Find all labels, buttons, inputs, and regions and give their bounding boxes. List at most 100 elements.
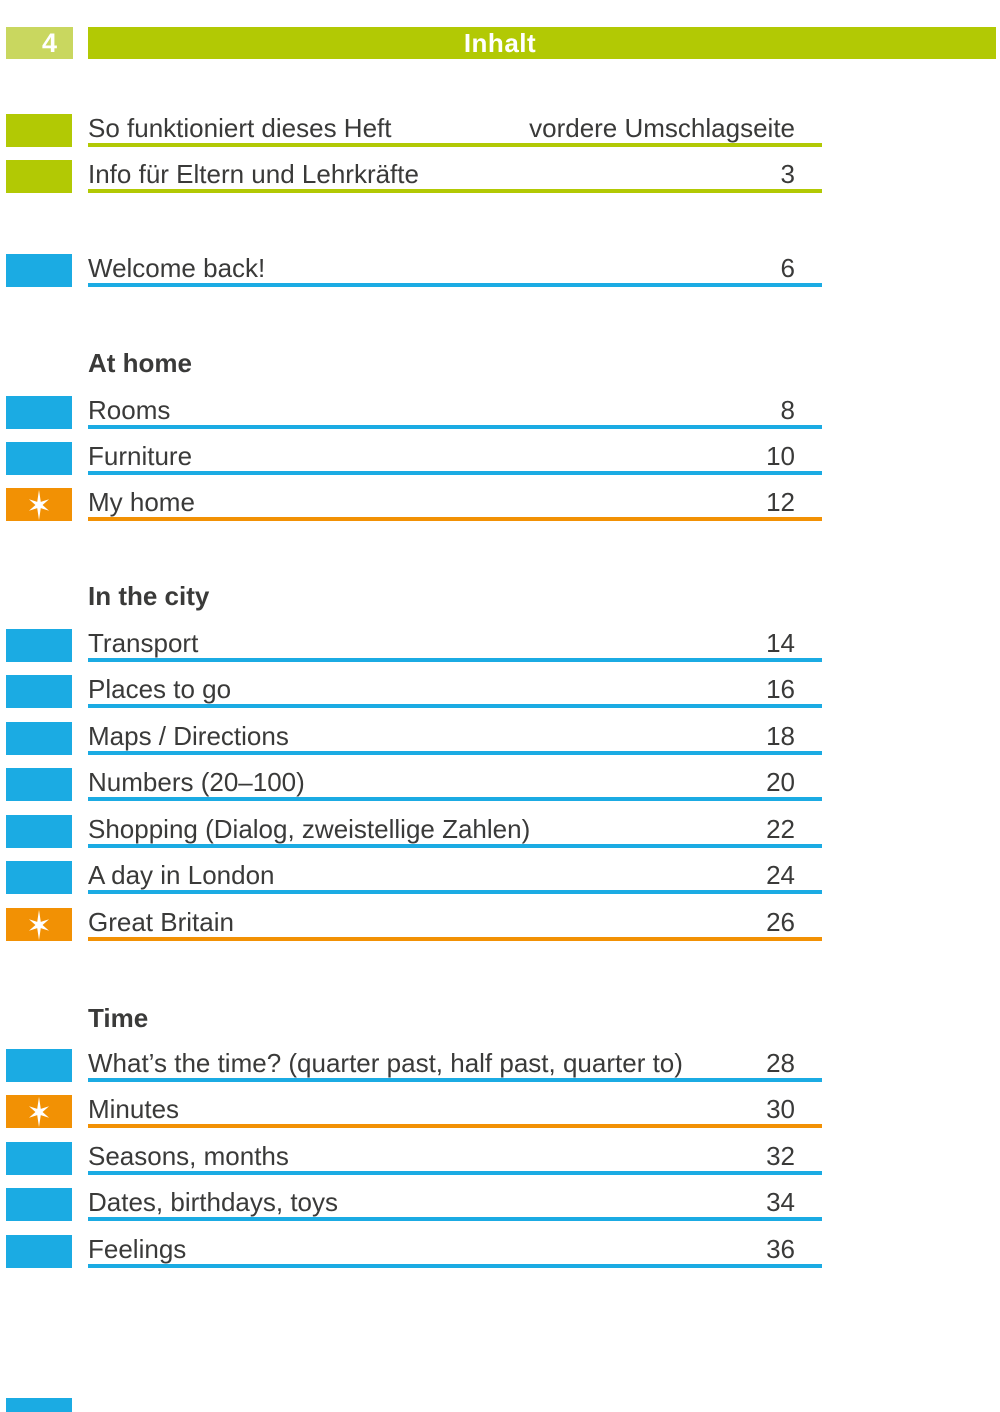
underline-rule [88,471,822,475]
underline-rule [88,1171,822,1175]
toc-row: Info für Eltern und Lehrkräfte 3 [0,160,1000,193]
star-icon [28,1096,50,1127]
chapter-tab [6,114,72,147]
toc-page: 22 [766,814,795,844]
toc-page: 8 [780,395,795,425]
toc-label: Rooms [88,395,171,425]
toc-row: Places to go 16 [0,675,1000,708]
toc-row: Dates, birthdays, toys 34 [0,1188,1000,1221]
toc-label: Shopping (Dialog, zweistellige Zahlen) [88,814,531,844]
underline-rule [88,283,822,287]
page-number-box: 4 [6,27,73,59]
underline-rule [88,1264,822,1268]
toc-row: Welcome back! 6 [0,254,1000,287]
toc-label: Transport [88,628,199,658]
chapter-tab [6,722,72,755]
star-icon [28,489,50,520]
toc-page: vordere Umschlagseite [529,113,795,143]
toc-page: 26 [766,907,795,937]
underline-rule [88,143,822,147]
toc-page: 16 [766,674,795,704]
chapter-tab [6,160,72,193]
underline-rule [88,751,822,755]
toc-row: Minutes 30 [0,1095,1000,1128]
toc-page: 6 [780,253,795,283]
toc-label: Info für Eltern und Lehrkräfte [88,159,419,189]
section-heading-time: Time [88,1003,149,1033]
chapter-tab [6,768,72,801]
chapter-tab [6,1049,72,1082]
toc-page: 14 [766,628,795,658]
chapter-tab [6,1235,72,1268]
toc-page: 20 [766,767,795,797]
underline-rule [88,658,822,662]
toc-row: Maps / Directions 18 [0,722,1000,755]
chapter-tab [6,396,72,429]
toc-label: Dates, birthdays, toys [88,1187,338,1217]
toc-label: Places to go [88,674,232,704]
toc-label: My home [88,487,195,517]
toc-page: 24 [766,860,795,890]
underline-rule [88,1124,822,1128]
toc-page: 32 [766,1141,795,1171]
chapter-tab [6,254,72,287]
toc-label: Numbers (20–100) [88,767,305,797]
toc-page: 30 [766,1094,795,1124]
toc-row: My home 12 [0,488,1000,521]
underline-rule [88,517,822,521]
toc-row: Furniture 10 [0,442,1000,475]
toc-label: So funktioniert dieses Heft [88,113,392,143]
toc-label: A day in London [88,860,275,890]
underline-rule [88,1078,822,1082]
toc-row: Numbers (20–100) 20 [0,768,1000,801]
section-heading-at-home: At home [88,348,192,378]
header-bar [88,27,996,59]
chapter-tab [6,861,72,894]
toc-row: Transport 14 [0,629,1000,662]
chapter-tab [6,488,72,521]
toc-label: Furniture [88,441,193,471]
chapter-tab [6,675,72,708]
toc-page: 36 [766,1234,795,1264]
underline-rule [88,425,822,429]
toc-page: 3 [780,159,795,189]
toc-row: Seasons, months 32 [0,1142,1000,1175]
underline-rule [88,189,822,193]
toc-page: 10 [766,441,795,471]
underline-rule [88,1217,822,1221]
toc-label: Feelings [88,1234,187,1264]
toc-page: 34 [766,1187,795,1217]
toc-row: Feelings 36 [0,1235,1000,1268]
chapter-tab [6,1095,72,1128]
toc-label: Great Britain [88,907,234,937]
partial-next-chapter-tab [6,1398,72,1412]
chapter-tab [6,908,72,941]
underline-rule [88,890,822,894]
toc-page: 12 [766,487,795,517]
toc-row: What’s the time? (quarter past, half pas… [0,1049,1000,1082]
chapter-tab [6,815,72,848]
underline-rule [88,704,822,708]
toc-row: Great Britain 26 [0,908,1000,941]
toc-label: Minutes [88,1094,180,1124]
toc-label: Maps / Directions [88,721,289,751]
underline-rule [88,797,822,801]
toc-row: A day in London 24 [0,861,1000,894]
page-title: Inhalt [463,28,537,58]
underline-rule [88,844,822,848]
toc-row: Shopping (Dialog, zweistellige Zahlen) 22 [0,815,1000,848]
star-icon [28,909,50,940]
section-heading-in-the-city: In the city [88,581,210,611]
toc-page: 28 [766,1048,795,1078]
chapter-tab [6,1188,72,1221]
toc-page: 18 [766,721,795,751]
chapter-tab [6,629,72,662]
toc-label: Welcome back! [88,253,266,283]
toc-row: So funktioniert dieses Heft vordere Umsch… [0,114,1000,147]
chapter-tab [6,1142,72,1175]
chapter-tab [6,442,72,475]
toc-label: What’s the time? (quarter past, half pas… [88,1048,683,1078]
toc-row: Rooms 8 [0,396,1000,429]
underline-rule [88,937,822,941]
toc-label: Seasons, months [88,1141,289,1171]
